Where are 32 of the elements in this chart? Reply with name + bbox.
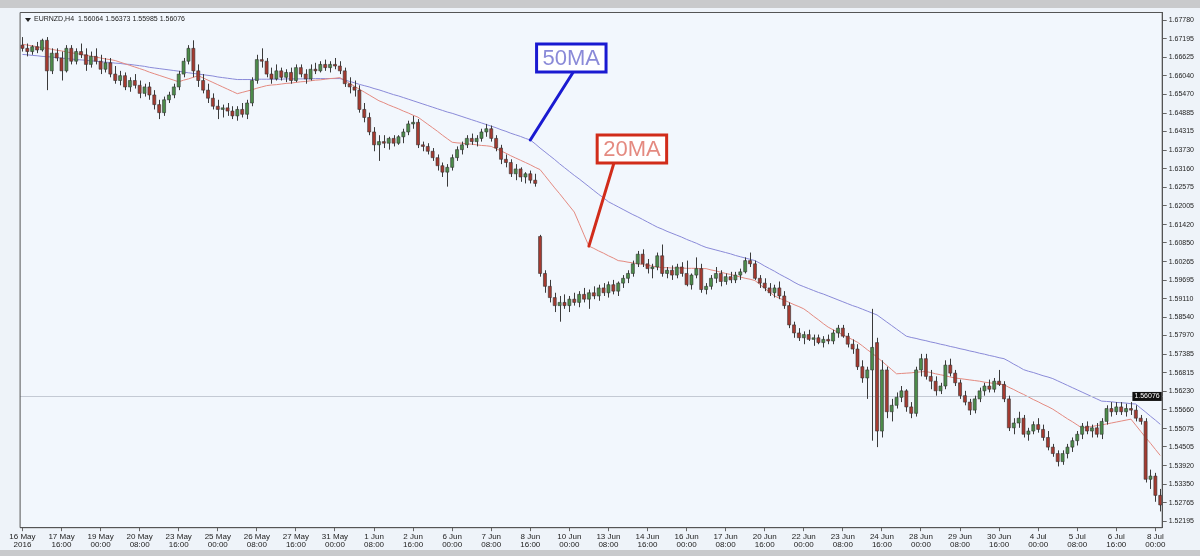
x-tick-label: 10 Jun 00:00: [557, 531, 582, 549]
x-tick-label: 20 May 08:00: [126, 531, 153, 549]
x-tick-label: 30 Jun 16:00: [987, 531, 1012, 549]
x-tick-label: 17 May 16:00: [48, 531, 75, 549]
x-tick-label: 19 May 00:00: [87, 531, 114, 549]
x-tick-label: 17 Jun 08:00: [713, 531, 738, 549]
x-tick-label: 5 Jul 08:00: [1067, 531, 1088, 549]
x-tick-label: 8 Jun 16:00: [520, 531, 541, 549]
x-tick-label: 8 Jul 00:00: [1145, 531, 1166, 549]
x-tick-label: 4 Jul 00:00: [1028, 531, 1049, 549]
x-tick-label: 16 Jun 00:00: [674, 531, 699, 549]
x-tick-label: 24 Jun 16:00: [869, 531, 894, 549]
x-tick-label: 1 Jun 08:00: [364, 531, 385, 549]
x-tick-label: 16 May 2016: [9, 531, 36, 549]
text: 20MA: [603, 136, 661, 162]
x-tick-label: 13 Jun 08:00: [596, 531, 621, 549]
x-tick-label: 14 Jun 16:00: [635, 531, 660, 549]
x-tick-label: 23 May 16:00: [165, 531, 192, 549]
x-tick-label: 20 Jun 16:00: [752, 531, 777, 549]
x-tick-label: 27 May 16:00: [282, 531, 310, 549]
x-tick-label: 31 May 00:00: [321, 531, 349, 549]
x-tick-label: 22 Jun 00:00: [791, 531, 816, 549]
x-tick-label: 7 Jun 08:00: [481, 531, 502, 549]
text: 50MA: [542, 45, 601, 71]
x-tick-label: 25 May 00:00: [204, 531, 231, 549]
x-tick-label: 29 Jun 08:00: [948, 531, 973, 549]
x-tick-label: 6 Jun 00:00: [442, 531, 463, 549]
x-tick-label: 28 Jun 00:00: [908, 531, 933, 549]
x-tick-label: 2 Jun 16:00: [403, 531, 424, 549]
x-tick-label: 26 May 08:00: [243, 531, 270, 549]
x-tick-label: 23 Jun 08:00: [830, 531, 855, 549]
x-tick-label: 6 Jul 16:00: [1106, 531, 1127, 549]
